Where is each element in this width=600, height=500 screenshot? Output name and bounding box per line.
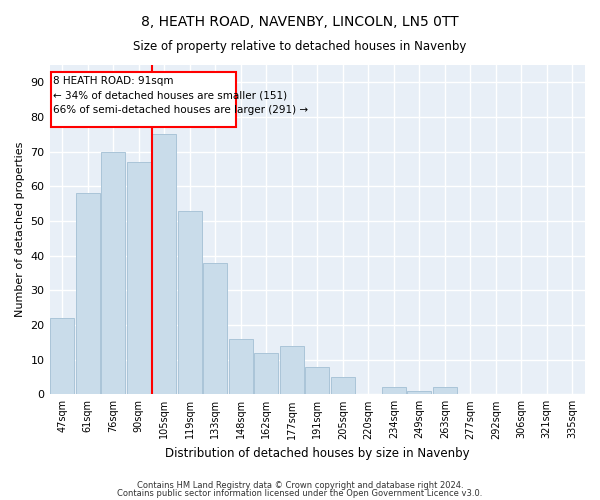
Text: 8, HEATH ROAD, NAVENBY, LINCOLN, LN5 0TT: 8, HEATH ROAD, NAVENBY, LINCOLN, LN5 0TT — [141, 15, 459, 29]
Bar — [127, 162, 151, 394]
Bar — [229, 339, 253, 394]
X-axis label: Distribution of detached houses by size in Navenby: Distribution of detached houses by size … — [165, 447, 470, 460]
Bar — [305, 366, 329, 394]
Bar — [203, 262, 227, 394]
Bar — [76, 194, 100, 394]
Bar — [433, 388, 457, 394]
Bar — [280, 346, 304, 395]
Bar — [101, 152, 125, 394]
Bar — [407, 391, 431, 394]
Text: Contains HM Land Registry data © Crown copyright and database right 2024.: Contains HM Land Registry data © Crown c… — [137, 480, 463, 490]
Bar — [331, 377, 355, 394]
Text: 8 HEATH ROAD: 91sqm: 8 HEATH ROAD: 91sqm — [53, 76, 174, 86]
Bar — [254, 352, 278, 395]
Bar — [382, 388, 406, 394]
Bar — [178, 210, 202, 394]
Bar — [50, 318, 74, 394]
Text: 66% of semi-detached houses are larger (291) →: 66% of semi-detached houses are larger (… — [53, 105, 308, 115]
Text: Contains public sector information licensed under the Open Government Licence v3: Contains public sector information licen… — [118, 489, 482, 498]
Text: Size of property relative to detached houses in Navenby: Size of property relative to detached ho… — [133, 40, 467, 53]
Bar — [152, 134, 176, 394]
FancyBboxPatch shape — [51, 72, 236, 128]
Text: ← 34% of detached houses are smaller (151): ← 34% of detached houses are smaller (15… — [53, 91, 287, 101]
Y-axis label: Number of detached properties: Number of detached properties — [15, 142, 25, 318]
